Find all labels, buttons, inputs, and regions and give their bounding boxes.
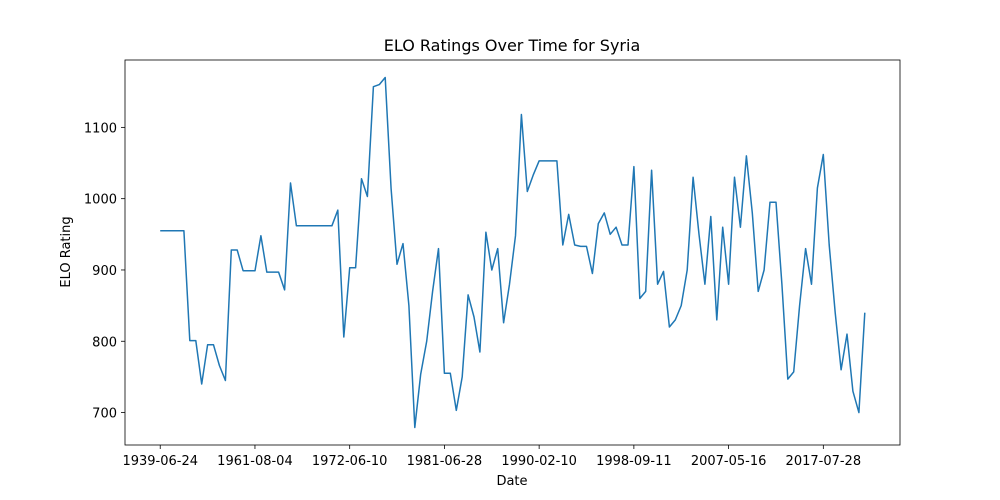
x-tick-label: 1939-06-24 xyxy=(122,454,198,469)
y-tick-label: 700 xyxy=(92,407,117,422)
chart-title: ELO Ratings Over Time for Syria xyxy=(384,36,641,55)
y-tick-label: 800 xyxy=(92,335,117,350)
y-tick-label: 900 xyxy=(92,264,117,279)
x-tick-label: 1972-06-10 xyxy=(312,454,388,469)
x-tick-label: 1981-06-28 xyxy=(407,454,483,469)
x-tick-label: 2017-07-28 xyxy=(786,454,862,469)
y-axis-label: ELO Rating xyxy=(59,216,74,287)
y-tick-label: 1100 xyxy=(84,121,117,136)
line xyxy=(160,76,866,429)
x-tick-label: 1998-09-11 xyxy=(596,454,672,469)
plot-frame xyxy=(124,59,901,446)
x-tick-label: 2007-05-16 xyxy=(691,454,767,469)
y-tick-label: 1000 xyxy=(84,193,117,208)
x-tick-label: 1961-08-04 xyxy=(217,454,293,469)
x-tick-label: 1990-02-10 xyxy=(501,454,577,469)
x-axis-label: Date xyxy=(496,474,527,489)
